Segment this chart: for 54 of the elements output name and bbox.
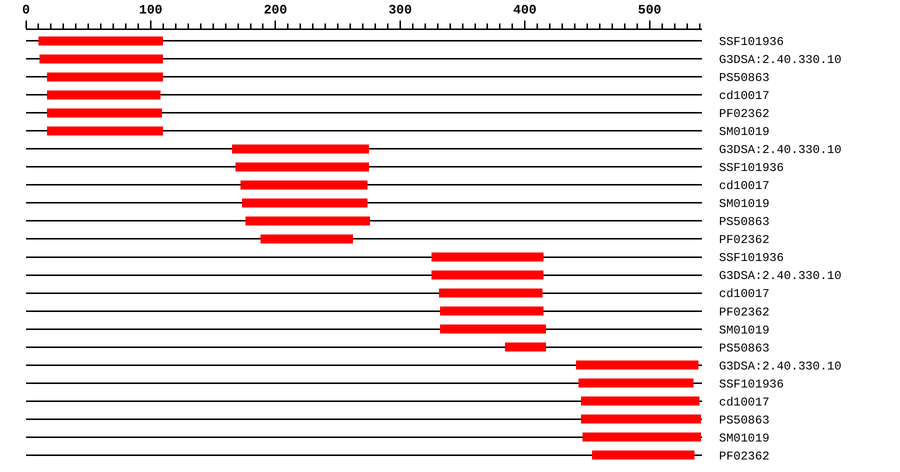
bar [438, 288, 542, 298]
x-tick-label: 500 [638, 2, 662, 18]
y-tick-label: SM01019 [719, 197, 770, 212]
y-tick-label: PS50863 [719, 71, 770, 86]
bar [504, 342, 546, 352]
bar [40, 54, 164, 64]
x-tick-label: 200 [264, 2, 288, 18]
bar [260, 234, 353, 244]
bar [240, 180, 368, 190]
y-tick-label: SM01019 [719, 431, 770, 446]
y-tick-label: SSF101936 [719, 161, 784, 176]
bar [592, 450, 695, 460]
bar [47, 72, 164, 82]
y-tick-label: PS50863 [719, 413, 770, 428]
y-tick-label: PF02362 [719, 233, 770, 248]
bar [38, 36, 164, 46]
bar [581, 396, 700, 406]
x-tick-label: 100 [139, 2, 163, 18]
bar [431, 270, 544, 280]
x-tick-label: 0 [22, 2, 30, 18]
y-tick-label: cd10017 [719, 89, 770, 104]
y-tick-label: PS50863 [719, 341, 770, 356]
bar [47, 126, 164, 136]
bar [232, 144, 369, 154]
bar [576, 360, 698, 370]
x-tick-label: 300 [388, 2, 412, 18]
y-tick-label: SSF101936 [719, 377, 784, 392]
y-tick-label: cd10017 [719, 179, 770, 194]
bar [581, 414, 701, 424]
y-tick-label: SSF101936 [719, 35, 784, 50]
bar [578, 378, 694, 388]
bar [47, 108, 162, 118]
y-tick-label: PF02362 [719, 107, 770, 122]
x-tick-label: 400 [513, 2, 537, 18]
y-tick-label: G3DSA:2.40.330.10 [719, 143, 842, 158]
y-tick-label: G3DSA:2.40.330.10 [719, 53, 842, 68]
y-tick-label: SM01019 [719, 125, 770, 140]
y-tick-label: PF02362 [719, 449, 770, 464]
y-tick-label: cd10017 [719, 287, 770, 302]
y-tick-label: PS50863 [719, 215, 770, 230]
y-tick-label: SM01019 [719, 323, 770, 338]
y-tick-label: SSF101936 [719, 251, 784, 266]
bar [440, 324, 546, 334]
bar [242, 198, 368, 208]
y-tick-label: G3DSA:2.40.330.10 [719, 269, 842, 284]
y-tick-label: G3DSA:2.40.330.10 [719, 359, 842, 374]
bar [431, 252, 544, 262]
y-tick-label: cd10017 [719, 395, 770, 410]
bar [440, 306, 544, 316]
bar [246, 216, 370, 226]
bar [582, 432, 701, 442]
bar [236, 162, 369, 172]
y-tick-label: PF02362 [719, 305, 770, 320]
bar [47, 90, 161, 100]
